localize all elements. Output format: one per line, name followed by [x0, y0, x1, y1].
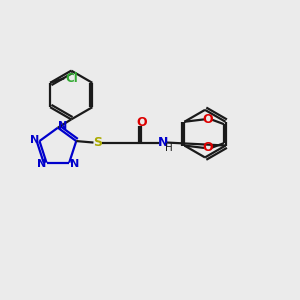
Text: N: N — [58, 121, 68, 131]
Text: N: N — [158, 136, 168, 149]
Text: Cl: Cl — [66, 72, 78, 85]
Text: O: O — [136, 116, 147, 129]
Text: O: O — [202, 141, 213, 154]
Text: N: N — [29, 135, 39, 145]
Text: O: O — [202, 113, 213, 126]
Text: H: H — [165, 143, 173, 153]
Text: S: S — [93, 136, 102, 149]
Text: N: N — [37, 159, 46, 169]
Text: N: N — [70, 159, 79, 169]
